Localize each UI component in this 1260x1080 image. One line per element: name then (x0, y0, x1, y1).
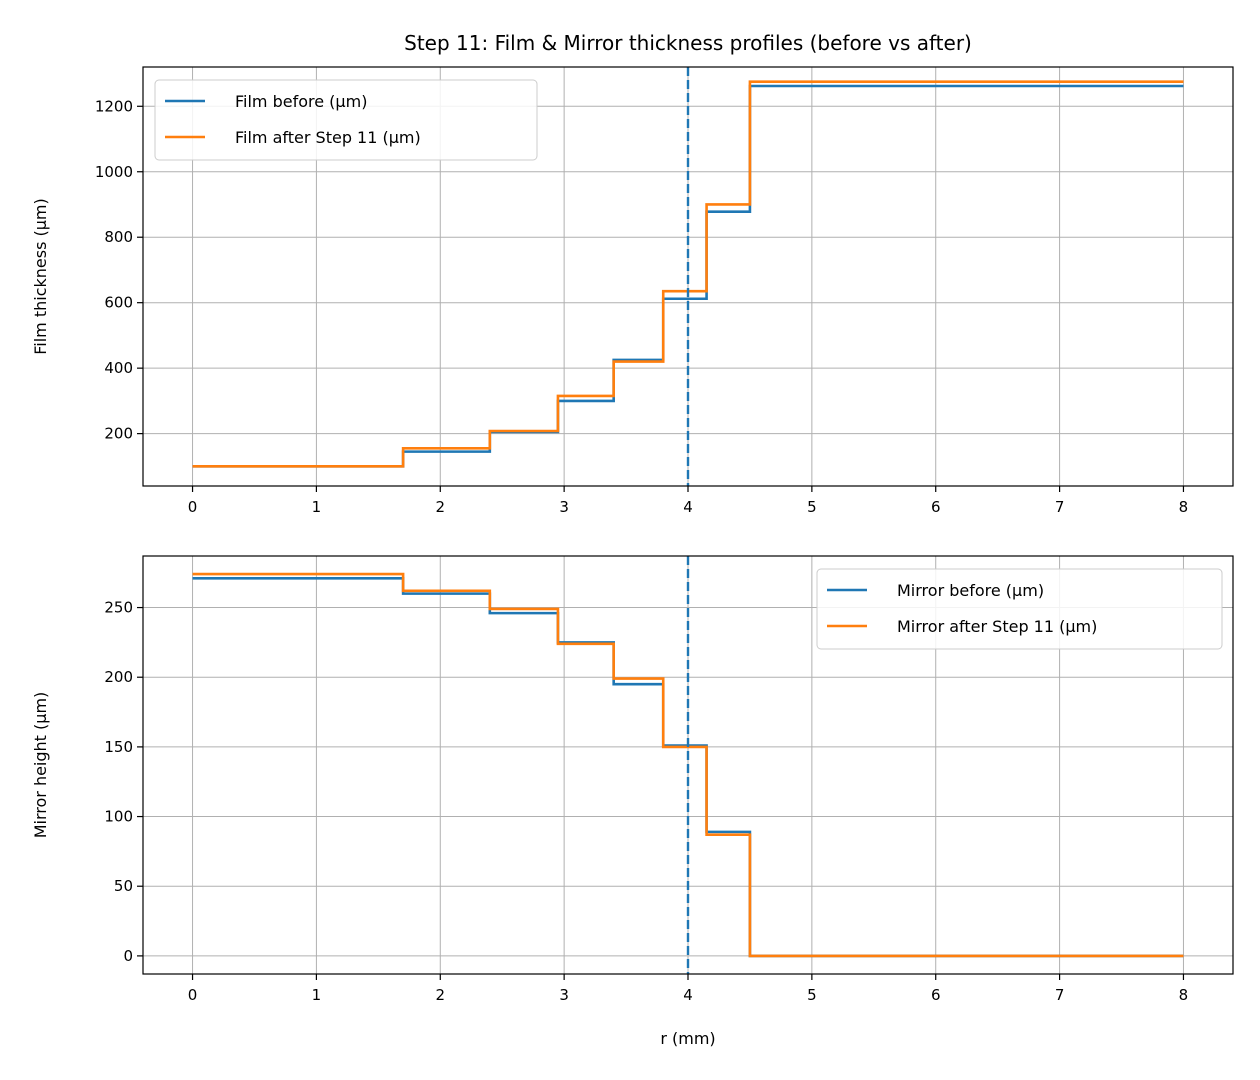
mirror-legend-label: Mirror after Step 11 (µm) (897, 617, 1097, 636)
mirror-ytick-label: 50 (114, 877, 133, 895)
film-xtick-label: 4 (683, 498, 693, 516)
figure-title: Step 11: Film & Mirror thickness profile… (404, 31, 972, 55)
film-xtick-label: 8 (1179, 498, 1189, 516)
film-thickness-panel: 0 1 2 3 4 5 6 7 8 200 400 600 800 1000 1200 Film thickn… (31, 66, 1234, 516)
mirror-xtick-label: 5 (807, 986, 817, 1004)
mirror-xtick-label: 1 (312, 986, 322, 1004)
mirror-ytick-label: 150 (104, 738, 133, 756)
mirror-legend: Mirror before (µm) Mirror after Step 11 (… (816, 568, 1223, 650)
mirror-xtick-label: 0 (188, 986, 198, 1004)
film-xtick-label: 7 (1055, 498, 1065, 516)
mirror-ytick-label: 0 (123, 947, 133, 965)
film-xtick-label: 0 (188, 498, 198, 516)
mirror-height-panel: 0 1 2 3 4 5 6 7 8 0 50 100 150 200 250 Mirror height (µ… (31, 555, 1234, 1048)
film-legend-box (154, 79, 538, 161)
film-ytick-label: 400 (104, 359, 133, 377)
mirror-xlabel: r (mm) (660, 1029, 715, 1048)
film-ytick-label: 1000 (95, 163, 133, 181)
mirror-legend-label: Mirror before (µm) (897, 581, 1044, 600)
film-ytick-label: 200 (104, 425, 133, 443)
mirror-xtick-label: 2 (435, 986, 445, 1004)
film-ytick-label: 800 (104, 228, 133, 246)
film-legend-label: Film after Step 11 (µm) (235, 128, 421, 147)
mirror-ylabel: Mirror height (µm) (31, 692, 50, 839)
mirror-legend-box (816, 568, 1223, 650)
film-xtick-label: 5 (807, 498, 817, 516)
film-series-after-line (192, 80, 1184, 468)
film-ytick-label: 1200 (95, 97, 133, 115)
mirror-ytick-label: 250 (104, 599, 133, 617)
film-xtick-label: 6 (931, 498, 941, 516)
film-xtick-label: 1 (312, 498, 322, 516)
mirror-xtick-label: 7 (1055, 986, 1065, 1004)
mirror-xtick-label: 3 (559, 986, 569, 1004)
film-ylabel: Film thickness (µm) (31, 198, 50, 355)
mirror-xtick-label: 8 (1179, 986, 1189, 1004)
film-legend: Film before (µm) Film after Step 11 (µm) (154, 79, 538, 161)
mirror-xtick-label: 4 (683, 986, 693, 1004)
mirror-xtick-label: 6 (931, 986, 941, 1004)
mirror-ytick-label: 100 (104, 808, 133, 826)
mirror-series-after-line (192, 572, 1184, 958)
film-xtick-label: 3 (559, 498, 569, 516)
mirror-ytick-label: 200 (104, 668, 133, 686)
film-legend-label: Film before (µm) (235, 92, 367, 111)
film-ytick-label: 600 (104, 294, 133, 312)
film-xtick-label: 2 (435, 498, 445, 516)
